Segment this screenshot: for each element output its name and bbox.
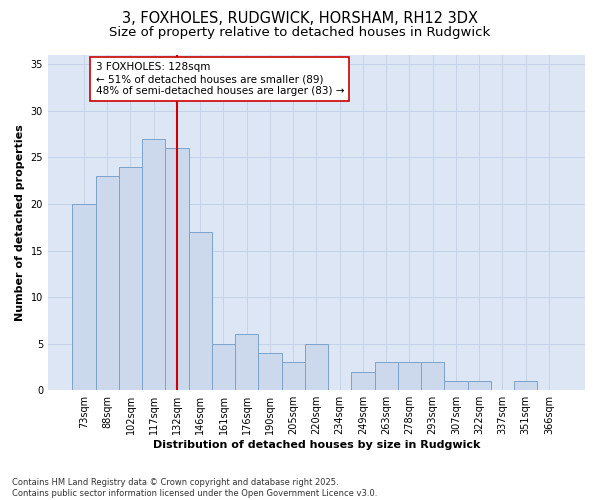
Bar [95, 176, 119, 390]
Bar [119, 166, 142, 390]
X-axis label: Distribution of detached houses by size in Rudgwick: Distribution of detached houses by size … [153, 440, 480, 450]
Bar [398, 362, 421, 390]
Bar [467, 381, 491, 390]
Bar [166, 148, 188, 390]
Bar [445, 381, 467, 390]
Bar [235, 334, 259, 390]
Y-axis label: Number of detached properties: Number of detached properties [15, 124, 25, 321]
Bar [421, 362, 445, 390]
Bar [142, 139, 166, 390]
Text: Size of property relative to detached houses in Rudgwick: Size of property relative to detached ho… [109, 26, 491, 39]
Bar [352, 372, 374, 390]
Bar [73, 204, 95, 390]
Text: 3, FOXHOLES, RUDGWICK, HORSHAM, RH12 3DX: 3, FOXHOLES, RUDGWICK, HORSHAM, RH12 3DX [122, 11, 478, 26]
Bar [212, 344, 235, 390]
Bar [188, 232, 212, 390]
Bar [281, 362, 305, 390]
Text: Contains HM Land Registry data © Crown copyright and database right 2025.
Contai: Contains HM Land Registry data © Crown c… [12, 478, 377, 498]
Bar [259, 353, 281, 390]
Bar [374, 362, 398, 390]
Bar [514, 381, 538, 390]
Text: 3 FOXHOLES: 128sqm
← 51% of detached houses are smaller (89)
48% of semi-detache: 3 FOXHOLES: 128sqm ← 51% of detached hou… [95, 62, 344, 96]
Bar [305, 344, 328, 390]
